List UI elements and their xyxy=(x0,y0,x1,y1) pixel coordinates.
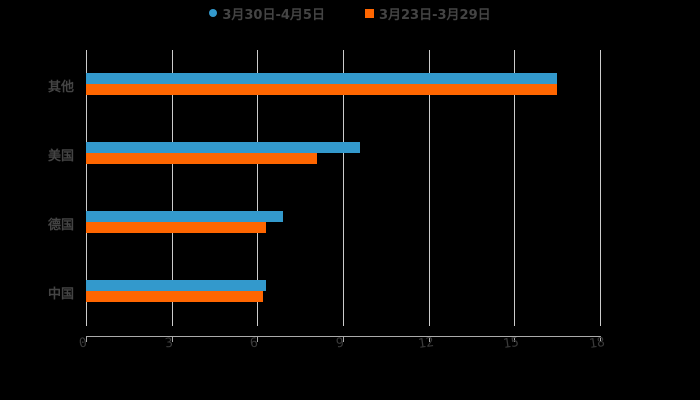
bar-series-1[interactable] xyxy=(86,211,283,222)
legend-item-series-1[interactable]: 3月30日-4月5日 xyxy=(209,4,325,23)
bar-series-2[interactable] xyxy=(86,153,317,164)
gridline xyxy=(429,50,430,326)
axis-tick xyxy=(429,336,430,342)
legend-label: 3月23日-3月29日 xyxy=(378,7,491,23)
gridline xyxy=(86,50,87,326)
circle-marker-icon xyxy=(209,9,218,17)
gridline xyxy=(257,50,258,326)
y-category-label: 其他 xyxy=(48,80,75,95)
legend-item-series-2[interactable]: 3月23日-3月29日 xyxy=(364,4,491,23)
gridline xyxy=(514,50,515,326)
bar-series-2[interactable] xyxy=(86,84,557,95)
bar-series-1[interactable] xyxy=(86,142,360,153)
axis-tick xyxy=(172,336,173,342)
y-category-label: 中国 xyxy=(48,287,75,302)
axis-tick xyxy=(343,336,344,342)
gridline xyxy=(172,50,173,326)
bar-series-1[interactable] xyxy=(86,280,266,291)
square-marker-icon xyxy=(364,8,374,18)
axis-tick xyxy=(257,336,258,342)
y-category-label: 德国 xyxy=(48,218,75,233)
y-category-label: 美国 xyxy=(48,149,75,164)
chart-legend: 3月30日-4月5日 3月23日-3月29日 xyxy=(0,3,700,23)
axis-tick xyxy=(86,336,87,342)
axis-tick xyxy=(514,336,515,342)
gridline xyxy=(600,50,601,326)
bar-series-2[interactable] xyxy=(86,222,266,233)
legend-label: 3月30日-4月5日 xyxy=(222,7,325,23)
axis-tick xyxy=(600,336,601,342)
bar-series-1[interactable] xyxy=(86,73,557,84)
gridline xyxy=(343,50,344,326)
bar-series-2[interactable] xyxy=(86,291,263,302)
x-axis-line xyxy=(86,336,600,337)
